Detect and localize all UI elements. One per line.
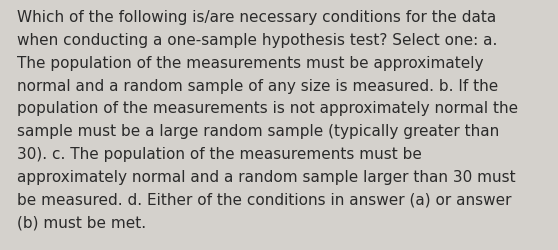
Text: population of the measurements is not approximately normal the: population of the measurements is not ap…: [17, 101, 518, 116]
Text: when conducting a one-sample hypothesis test? Select one: a.: when conducting a one-sample hypothesis …: [17, 33, 497, 48]
Text: be measured. d. Either of the conditions in answer (a) or answer: be measured. d. Either of the conditions…: [17, 192, 511, 207]
Text: sample must be a large random sample (typically greater than: sample must be a large random sample (ty…: [17, 124, 499, 139]
Text: normal and a random sample of any size is measured. b. If the: normal and a random sample of any size i…: [17, 78, 498, 93]
Text: Which of the following is/are necessary conditions for the data: Which of the following is/are necessary …: [17, 10, 496, 25]
Text: approximately normal and a random sample larger than 30 must: approximately normal and a random sample…: [17, 169, 516, 184]
Text: The population of the measurements must be approximately: The population of the measurements must …: [17, 56, 483, 70]
Text: 30). c. The population of the measurements must be: 30). c. The population of the measuremen…: [17, 146, 422, 162]
Text: (b) must be met.: (b) must be met.: [17, 215, 146, 230]
